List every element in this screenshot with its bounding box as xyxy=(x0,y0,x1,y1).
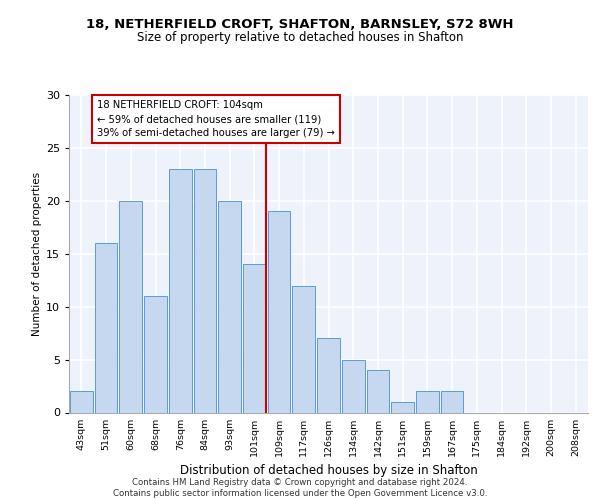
Bar xyxy=(243,264,266,412)
X-axis label: Distribution of detached houses by size in Shafton: Distribution of detached houses by size … xyxy=(179,464,478,477)
Bar xyxy=(292,286,315,412)
Bar xyxy=(268,212,290,412)
Text: Size of property relative to detached houses in Shafton: Size of property relative to detached ho… xyxy=(137,31,463,44)
Text: Contains HM Land Registry data © Crown copyright and database right 2024.
Contai: Contains HM Land Registry data © Crown c… xyxy=(113,478,487,498)
Bar xyxy=(144,296,167,412)
Bar xyxy=(119,201,142,412)
Bar xyxy=(391,402,414,412)
Bar xyxy=(342,360,365,412)
Bar xyxy=(218,201,241,412)
Bar xyxy=(169,169,191,412)
Bar xyxy=(441,392,463,412)
Y-axis label: Number of detached properties: Number of detached properties xyxy=(32,172,41,336)
Bar xyxy=(416,392,439,412)
Bar xyxy=(317,338,340,412)
Bar xyxy=(95,243,118,412)
Bar xyxy=(194,169,216,412)
Text: 18, NETHERFIELD CROFT, SHAFTON, BARNSLEY, S72 8WH: 18, NETHERFIELD CROFT, SHAFTON, BARNSLEY… xyxy=(86,18,514,30)
Bar xyxy=(70,392,93,412)
Bar xyxy=(367,370,389,412)
Text: 18 NETHERFIELD CROFT: 104sqm
← 59% of detached houses are smaller (119)
39% of s: 18 NETHERFIELD CROFT: 104sqm ← 59% of de… xyxy=(97,100,335,138)
